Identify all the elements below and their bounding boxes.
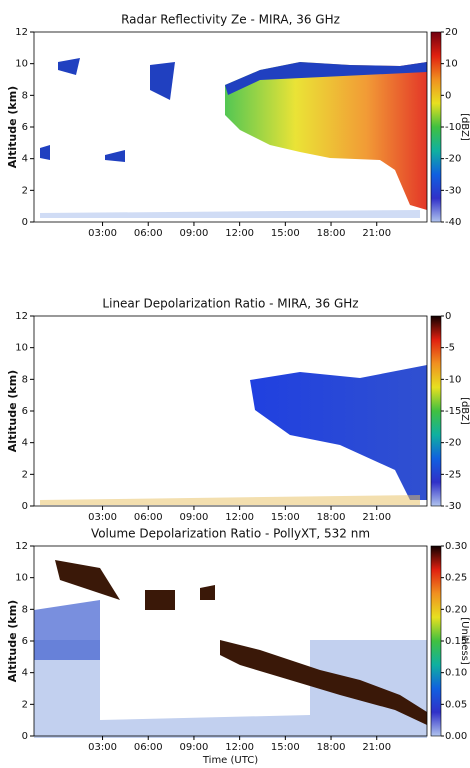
x-tick-label: 18:00 xyxy=(317,228,346,239)
y-axis-label: Altitude (km) xyxy=(6,370,19,452)
y-tick-label: 0 xyxy=(22,217,28,228)
x-tick-label: 09:00 xyxy=(180,742,209,753)
x-tick-label: 15:00 xyxy=(271,228,300,239)
y-axis-label: Altitude (km) xyxy=(6,600,19,682)
colorbar-tick-label: -10 xyxy=(445,122,461,133)
x-tick-label: 09:00 xyxy=(180,512,209,523)
colorbar-tick-label: 0 xyxy=(445,90,451,101)
y-axis-label: Altitude (km) xyxy=(6,86,19,168)
x-tick-label: 03:00 xyxy=(88,512,117,523)
x-tick-label: 15:00 xyxy=(271,742,300,753)
colorbar-tick-label: 10 xyxy=(445,59,458,70)
y-tick-label: 4 xyxy=(22,668,28,679)
colorbar-tick-label: 20 xyxy=(445,27,458,38)
colorbar-tick-label: -40 xyxy=(445,217,461,228)
y-tick-label: 12 xyxy=(15,311,28,322)
colorbar-tick-label: 0.15 xyxy=(445,636,467,647)
y-tick-label: 12 xyxy=(15,541,28,552)
x-tick-label: 12:00 xyxy=(225,512,254,523)
echo-image xyxy=(34,58,427,738)
colorbar xyxy=(430,545,442,737)
x-axis-label: Time (UTC) xyxy=(202,755,258,766)
colorbar xyxy=(430,315,442,507)
x-tick-label: 12:00 xyxy=(225,742,254,753)
y-tick-label: 6 xyxy=(22,636,28,647)
colorbar-tick-label: -10 xyxy=(445,374,461,385)
colorbar-tick-label: 0 xyxy=(445,311,451,322)
x-tick-label: 18:00 xyxy=(317,742,346,753)
y-tick-label: 8 xyxy=(22,604,28,615)
colorbar-tick-label: -15 xyxy=(445,406,461,417)
y-tick-label: 8 xyxy=(22,90,28,101)
x-tick-label: 06:00 xyxy=(134,512,163,523)
x-tick-label: 09:00 xyxy=(180,228,209,239)
y-tick-label: 12 xyxy=(15,27,28,38)
x-tick-label: 21:00 xyxy=(362,742,391,753)
colorbar-tick-label: 0.10 xyxy=(445,668,467,679)
colorbar-tick-label: -5 xyxy=(445,343,455,354)
y-tick-label: 4 xyxy=(22,154,28,165)
colorbar-label: [dBZ] xyxy=(459,113,470,141)
colorbar-tick-label: -20 xyxy=(445,154,461,165)
y-tick-label: 10 xyxy=(15,59,28,70)
chart-title: Volume Depolarization Ratio - PollyXT, 5… xyxy=(91,527,370,541)
y-tick-label: 6 xyxy=(22,122,28,133)
x-tick-label: 03:00 xyxy=(88,228,117,239)
y-tick-label: 2 xyxy=(22,185,28,196)
chart-title: Linear Depolarization Ratio - MIRA, 36 G… xyxy=(102,297,358,311)
y-tick-label: 6 xyxy=(22,406,28,417)
y-tick-label: 2 xyxy=(22,699,28,710)
colorbar-tick-label: 0.05 xyxy=(445,699,467,710)
colorbar-tick-label: -20 xyxy=(445,438,461,449)
y-tick-label: 0 xyxy=(22,501,28,512)
y-tick-label: 2 xyxy=(22,469,28,480)
colorbar-tick-label: 0.25 xyxy=(445,573,467,584)
colorbar-tick-label: -30 xyxy=(445,185,461,196)
colorbar-label: [Unitless] xyxy=(459,617,470,665)
colorbar xyxy=(430,31,442,223)
colorbar-tick-label: -25 xyxy=(445,469,461,480)
x-tick-label: 18:00 xyxy=(317,512,346,523)
colorbar-tick-label: -30 xyxy=(445,501,461,512)
y-tick-label: 8 xyxy=(22,374,28,385)
x-tick-label: 12:00 xyxy=(225,228,254,239)
chart-title: Radar Reflectivity Ze - MIRA, 36 GHz xyxy=(121,13,340,27)
colorbar-tick-label: 0.30 xyxy=(445,541,467,552)
y-tick-label: 10 xyxy=(15,573,28,584)
y-tick-label: 4 xyxy=(22,438,28,449)
x-tick-label: 03:00 xyxy=(88,742,117,753)
x-tick-label: 21:00 xyxy=(362,228,391,239)
y-tick-label: 0 xyxy=(22,731,28,742)
x-tick-label: 15:00 xyxy=(271,512,300,523)
x-tick-label: 06:00 xyxy=(134,228,163,239)
colorbar-tick-label: 0.00 xyxy=(445,731,467,742)
x-tick-label: 06:00 xyxy=(134,742,163,753)
colorbar-tick-label: 0.20 xyxy=(445,604,467,615)
x-tick-label: 21:00 xyxy=(362,512,391,523)
y-tick-label: 10 xyxy=(15,343,28,354)
colorbar-label: [dBZ] xyxy=(459,397,470,425)
